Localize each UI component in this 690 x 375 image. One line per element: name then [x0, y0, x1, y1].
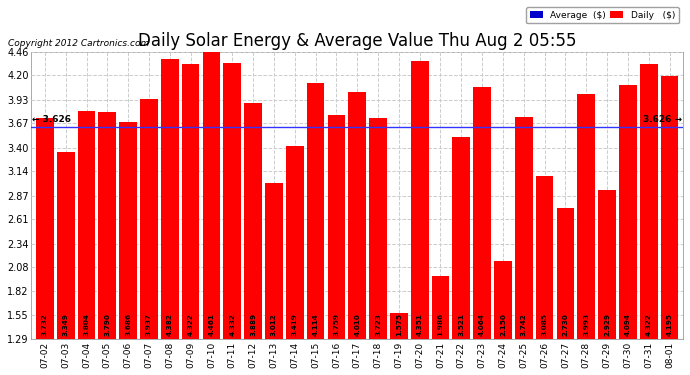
Text: 3.085: 3.085	[542, 313, 548, 336]
Text: 3.889: 3.889	[250, 313, 256, 336]
Bar	[494, 261, 512, 375]
Bar	[411, 62, 428, 375]
Text: 4.322: 4.322	[188, 314, 194, 336]
Bar	[390, 313, 408, 375]
Text: 2.929: 2.929	[604, 313, 610, 336]
Bar	[119, 122, 137, 375]
Text: 4.332: 4.332	[229, 314, 235, 336]
Text: 3.521: 3.521	[458, 314, 464, 336]
Text: 3.937: 3.937	[146, 314, 152, 336]
Bar	[348, 92, 366, 375]
Bar	[244, 103, 262, 375]
Text: 2.730: 2.730	[562, 314, 569, 336]
Text: 3.419: 3.419	[292, 314, 298, 336]
Bar	[619, 85, 637, 375]
Bar	[432, 276, 449, 375]
Legend: Average  ($), Daily   ($): Average ($), Daily ($)	[526, 7, 678, 23]
Bar	[265, 183, 283, 375]
Text: 3.686: 3.686	[125, 313, 131, 336]
Bar	[140, 99, 158, 375]
Bar	[535, 176, 553, 375]
Bar	[286, 146, 304, 375]
Title: Daily Solar Energy & Average Value Thu Aug 2 05:55: Daily Solar Energy & Average Value Thu A…	[138, 32, 576, 50]
Text: Copyright 2012 Cartronics.com: Copyright 2012 Cartronics.com	[8, 39, 150, 48]
Text: ← 3.626: ← 3.626	[32, 116, 71, 124]
Bar	[99, 112, 116, 375]
Text: 1.986: 1.986	[437, 313, 444, 336]
Bar	[203, 51, 220, 375]
Text: 4.461: 4.461	[208, 314, 215, 336]
Text: 3.759: 3.759	[333, 313, 339, 336]
Bar	[307, 83, 324, 375]
Text: 3.732: 3.732	[42, 314, 48, 336]
Text: 3.742: 3.742	[521, 314, 526, 336]
Text: 3.349: 3.349	[63, 314, 69, 336]
Bar	[515, 117, 533, 375]
Text: 3.012: 3.012	[271, 314, 277, 336]
Bar	[578, 94, 595, 375]
Bar	[78, 111, 95, 375]
Bar	[660, 75, 678, 375]
Bar	[369, 118, 387, 375]
Bar	[36, 117, 54, 375]
Bar	[453, 136, 470, 375]
Text: 1.575: 1.575	[396, 313, 402, 336]
Text: 4.010: 4.010	[354, 314, 360, 336]
Text: 3.804: 3.804	[83, 314, 90, 336]
Text: 4.114: 4.114	[313, 314, 319, 336]
Bar	[640, 64, 658, 375]
Bar	[473, 87, 491, 375]
Bar	[57, 152, 75, 375]
Text: 4.064: 4.064	[479, 314, 485, 336]
Text: 4.382: 4.382	[167, 314, 172, 336]
Text: 4.351: 4.351	[417, 314, 423, 336]
Text: 3.626 →: 3.626 →	[643, 116, 682, 124]
Text: 4.322: 4.322	[646, 314, 651, 336]
Text: 3.993: 3.993	[583, 313, 589, 336]
Text: 3.723: 3.723	[375, 314, 381, 336]
Bar	[557, 209, 574, 375]
Text: 4.094: 4.094	[625, 314, 631, 336]
Text: 4.195: 4.195	[667, 313, 673, 336]
Bar	[598, 190, 616, 375]
Bar	[328, 115, 345, 375]
Text: 3.790: 3.790	[104, 314, 110, 336]
Text: 2.150: 2.150	[500, 314, 506, 336]
Bar	[181, 64, 199, 375]
Bar	[224, 63, 241, 375]
Bar	[161, 58, 179, 375]
